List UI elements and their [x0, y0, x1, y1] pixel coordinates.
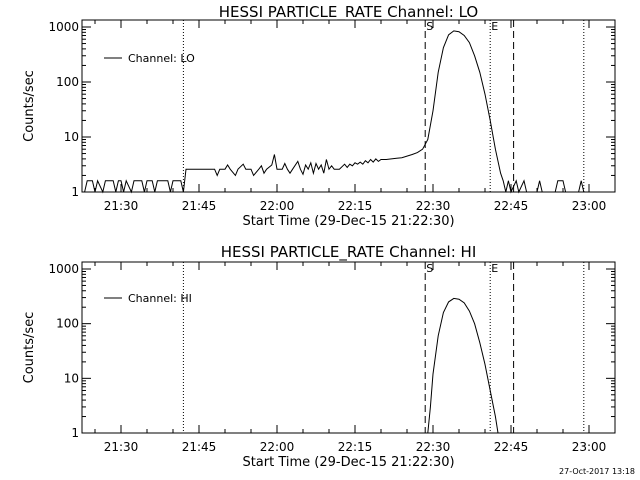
x-tick-label: 22:15	[338, 199, 373, 213]
x-tick-label: 22:45	[494, 199, 529, 213]
chart-panel-hi: HESSI PARTICLE_RATE Channel: HI 21:30 21:4…	[22, 243, 616, 470]
marker-label-e: E	[491, 20, 498, 33]
y-tick-label: 1000	[48, 20, 79, 34]
x-tick-label: 22:30	[416, 440, 451, 454]
chart-panel-lo: HESSI PARTICLE_RATE Channel: LO 21:30 21:4…	[22, 3, 616, 229]
y-tick-label: 1	[71, 185, 79, 199]
chart-title: HESSI PARTICLE_RATE Channel: LO	[219, 3, 478, 22]
marker-label-e: E	[491, 262, 498, 275]
legend-label: Channel: LO	[128, 52, 195, 65]
x-tick-label: 21:45	[182, 440, 217, 454]
y-axis-label: Counts/sec	[22, 312, 37, 384]
y-tick-label: 100	[56, 317, 79, 331]
x-tick-label: 23:00	[572, 440, 607, 454]
y-tick-label: 100	[56, 75, 79, 89]
y-tick-label: 10	[64, 130, 79, 144]
y-axis-label: Counts/sec	[22, 70, 37, 142]
series-line	[427, 297, 499, 434]
marker-label-s: S	[426, 20, 433, 33]
x-tick-label: 22:30	[416, 199, 451, 213]
plot-frame	[81, 261, 616, 434]
x-tick-label: 22:45	[494, 440, 529, 454]
plot-timestamp: 27-Oct-2017 13:18	[559, 467, 635, 476]
y-tick-label: 1	[71, 426, 79, 440]
x-tick-label: 23:00	[572, 199, 607, 213]
series-line	[84, 30, 585, 194]
x-tick-label: 22:15	[338, 440, 373, 454]
marker-label-s: S	[426, 262, 433, 275]
x-tick-label: 21:45	[182, 199, 217, 213]
x-axis-label: Start Time (29-Dec-15 21:22:30)	[242, 214, 454, 229]
plot-frame	[81, 19, 616, 193]
legend-label: Channel: HI	[128, 292, 192, 305]
x-tick-label: 21:30	[104, 440, 139, 454]
x-tick-label: 22:00	[260, 440, 295, 454]
chart-title: HESSI PARTICLE_RATE Channel: HI	[221, 243, 477, 262]
x-axis-label: Start Time (29-Dec-15 21:22:30)	[242, 455, 454, 470]
y-tick-label: 10	[64, 371, 79, 385]
y-tick-label: 1000	[48, 262, 79, 276]
x-tick-label: 22:00	[260, 199, 295, 213]
x-tick-label: 21:30	[104, 199, 139, 213]
